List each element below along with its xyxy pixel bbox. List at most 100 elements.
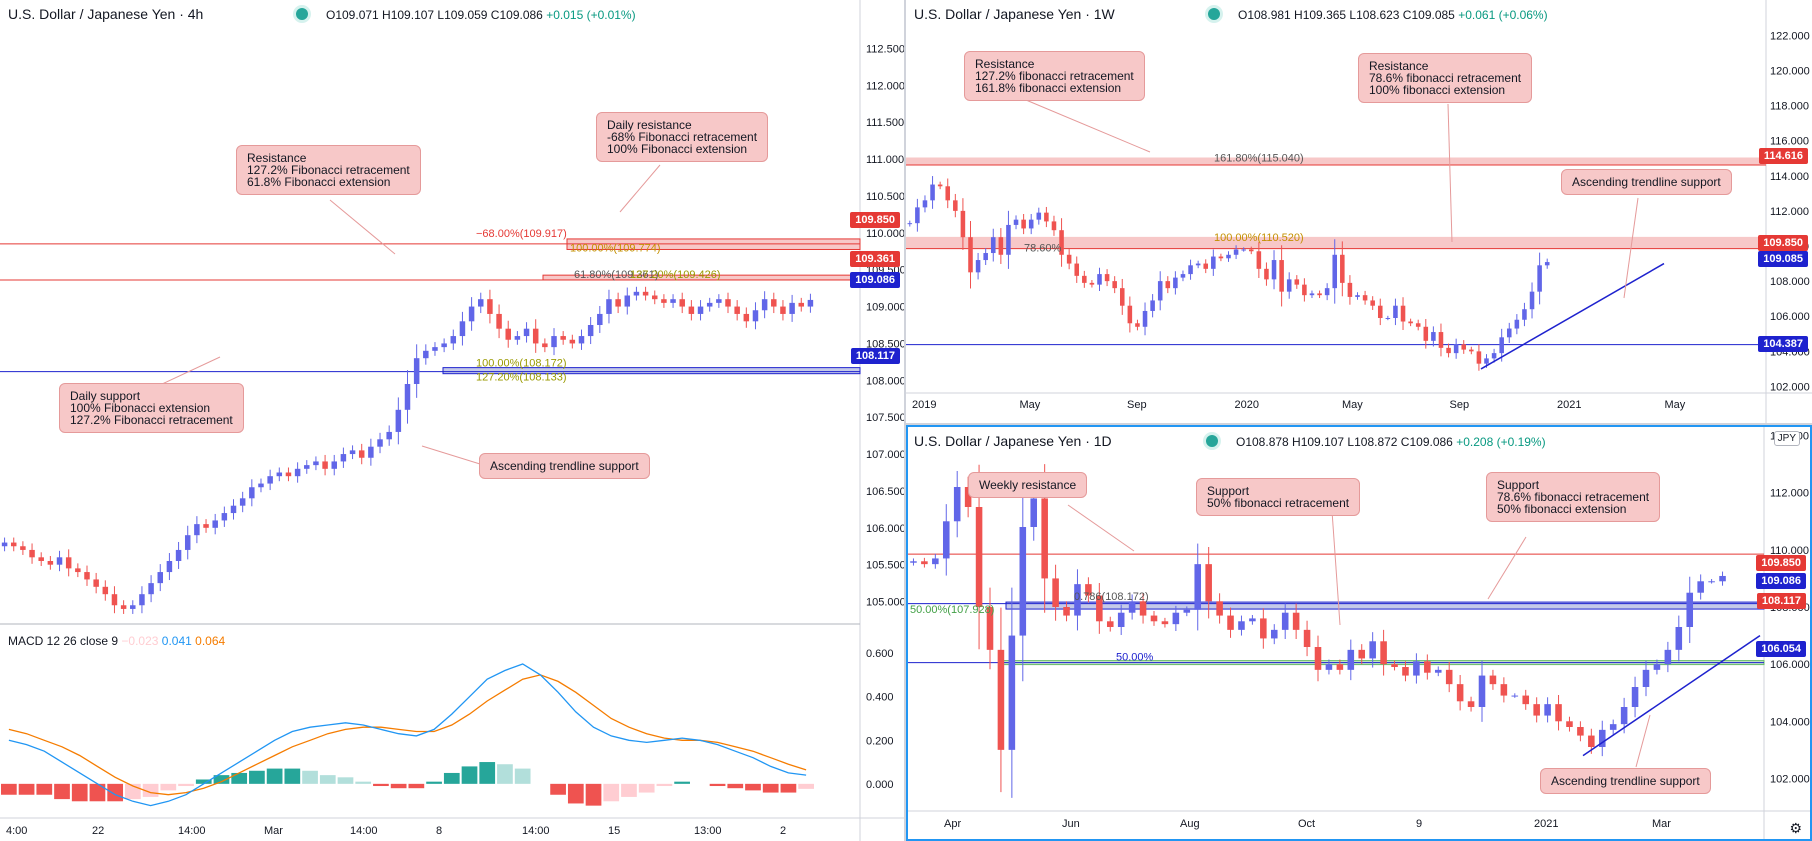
price-4h-candle (93, 579, 99, 587)
note-resistance-161[interactable]: Resistance 127.2% fibonacci retracement … (964, 51, 1145, 101)
price-1w-candle (1377, 305, 1383, 318)
price-1w-candle (1173, 277, 1178, 289)
price-badge-current: 109.086 (850, 272, 900, 288)
price-1d-candle (942, 521, 950, 559)
price-4h-candle (615, 299, 621, 307)
price-1d-candle (1544, 704, 1551, 716)
price-4h-candle (642, 291, 649, 296)
macd-axis-tick: 0.000 (866, 779, 894, 791)
price-4h-candle (239, 498, 246, 506)
price-4h-candle (349, 450, 356, 455)
price-1w-candle (945, 186, 951, 201)
note-support-50[interactable]: Support 50% fibonacci retracement (1196, 478, 1361, 516)
time-1d-axis-tick: 9 (1416, 818, 1422, 830)
price-4h-axis-tick: 108.500 (866, 338, 904, 350)
price-4h-candle (441, 343, 447, 348)
price-1d-candle (1511, 695, 1519, 697)
price-4h-candle (166, 561, 173, 573)
price-4h-candle (743, 313, 750, 322)
price-4h-candle (368, 446, 374, 458)
note-ascending-trendline[interactable]: Ascending trendline support (479, 453, 650, 479)
macd-histogram-bar (461, 766, 478, 784)
price-1d-candle (1292, 612, 1300, 630)
price-4h-candle (377, 439, 383, 447)
price-1w-candle (930, 184, 935, 201)
pane-4h-ohlc: O109.071 H109.107 L109.059 C109.086 +0.0… (326, 8, 636, 22)
price-4h-candle (771, 299, 777, 307)
price-1d-candle (1336, 664, 1344, 670)
price-4h-candle (652, 295, 658, 300)
time-1d-axis-tick: Aug (1180, 818, 1200, 830)
price-4h-axis-tick: 111.500 (866, 117, 904, 129)
price-1d-candle (1391, 664, 1398, 667)
time-1d-axis-tick: Jun (1062, 818, 1080, 830)
macd-histogram-bar (302, 770, 318, 784)
time-1w-axis-tick: May (1020, 399, 1041, 411)
price-1w-candle (1044, 212, 1049, 222)
price-1w-candle (1203, 263, 1209, 269)
time-1w-axis-tick: Sep (1450, 399, 1470, 411)
support-zone (1005, 601, 1765, 610)
note-ascending-trendline[interactable]: Ascending trendline support (1540, 768, 1711, 794)
macd-histogram-bar (621, 783, 637, 797)
price-1w-candle (1461, 344, 1467, 350)
note-daily-resistance[interactable]: Daily resistance -68% Fibonacci retracem… (596, 112, 769, 162)
price-4h-candle (157, 572, 163, 584)
price-1w-candle (1256, 251, 1262, 269)
macd-legend-signal: 0.064 (195, 634, 226, 648)
price-1w-candle (1074, 263, 1080, 276)
price-1w-candle (1157, 281, 1163, 301)
macd-histogram-bar (780, 783, 797, 793)
settings-gear-icon[interactable]: ⚙ (1789, 820, 1802, 836)
note-pointer (1067, 504, 1135, 552)
price-1w-candle (998, 237, 1004, 255)
price-1d-candle (1183, 609, 1191, 613)
price-4h-candle (752, 310, 759, 322)
price-4h-candle (10, 542, 17, 547)
price-1w-candle (922, 200, 928, 208)
price-1d-candle (1041, 498, 1048, 579)
price-badge-current: 109.086 (1756, 573, 1806, 589)
trendline (1480, 262, 1665, 370)
price-1d-candle (1380, 641, 1387, 665)
currency-badge[interactable]: JPY (1773, 431, 1800, 446)
price-4h-candle (120, 605, 127, 609)
price-1d-candle (1686, 592, 1694, 627)
price-1d-axis-tick: 112.000 (1770, 488, 1809, 500)
price-1d-candle (1588, 735, 1595, 747)
price-4h-axis-tick: 106.500 (866, 486, 904, 498)
price-1w-candle (1180, 274, 1186, 278)
chart-1w-svg[interactable]: 122.000 120.000 118.000 116.000 114.000 112.0… (906, 0, 1812, 423)
macd-histogram-bar (727, 783, 744, 789)
price-4h-candle (542, 343, 548, 348)
price-4h-candle (249, 487, 255, 499)
price-1d-candle (1216, 601, 1223, 616)
macd-histogram-bar (479, 762, 496, 784)
pane-1w[interactable]: 122.000 120.000 118.000 116.000 114.000 112.0… (906, 0, 1812, 423)
time-4h-axis-tick: 22 (92, 825, 104, 837)
price-1d-candle (1577, 727, 1584, 736)
price-1w-candle (1453, 344, 1459, 354)
pane-1d[interactable]: 114.000112.000110.000108.000106.000104.0… (906, 425, 1812, 841)
price-4h-candle (194, 524, 200, 536)
price-4h-axis-tick: 107.500 (866, 412, 904, 424)
note-ascending-trendline[interactable]: Ascending trendline support (1561, 169, 1732, 195)
price-1d-candle (1194, 564, 1202, 610)
time-1d-axis-tick: Mar (1652, 818, 1671, 830)
note-daily-support[interactable]: Daily support 100% Fibonacci extension 1… (59, 383, 244, 433)
price-4h-candle (697, 306, 704, 314)
price-1d-candle (1281, 612, 1289, 630)
price-1d-candle (1238, 621, 1245, 630)
note-support-786[interactable]: Support 78.6% fibonacci retracement 50% … (1486, 472, 1661, 522)
price-1w-candle (1522, 309, 1527, 320)
note-resistance-786[interactable]: Resistance 78.6% fibonacci retracement 1… (1358, 53, 1533, 103)
note-weekly-resistance[interactable]: Weekly resistance (968, 472, 1088, 498)
pane-divider-horizontal[interactable] (906, 423, 1812, 425)
price-1d-candle (1205, 564, 1212, 602)
price-4h-candle (413, 358, 420, 384)
macd-axis-tick: 0.200 (866, 735, 894, 747)
price-1w-candle (1248, 249, 1254, 252)
pane-4h[interactable]: 112.500 112.000 111.500 111.000 110.500 110.0… (0, 0, 904, 841)
note-resistance[interactable]: Resistance 127.2% Fibonacci retracement … (236, 145, 421, 195)
pane-divider-vertical[interactable] (904, 0, 906, 841)
